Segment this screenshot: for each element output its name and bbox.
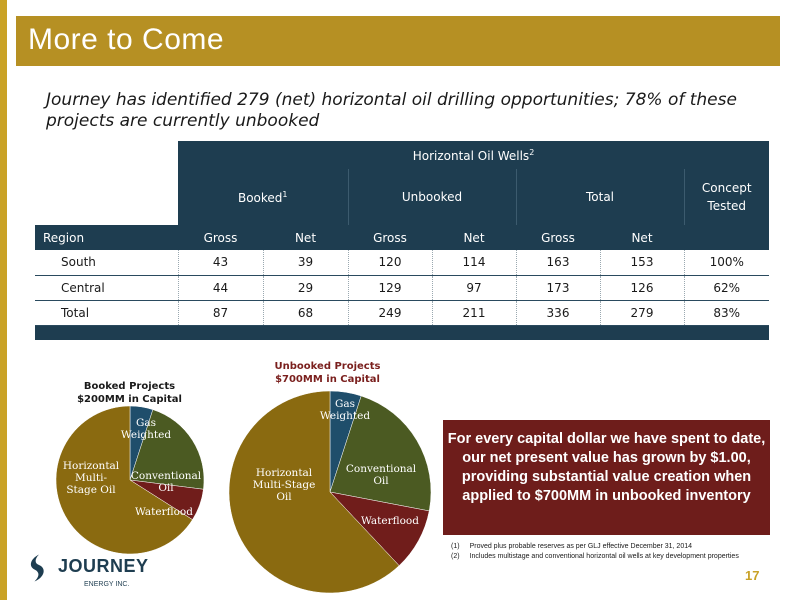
callout-box: For every capital dollar we have spent t… (443, 420, 770, 535)
value-cell: 249 (348, 300, 433, 326)
booked-gas-label: Gas Weighted (120, 417, 172, 441)
value-cell: 87 (178, 300, 264, 326)
value-cell: 114 (432, 250, 517, 276)
booked-projects-pie (55, 405, 205, 555)
footnote-item: (2) Includes multistage and conventional … (451, 553, 739, 560)
company-logo-subtext: ENERGY INC. (84, 581, 130, 588)
region-cell: Central (35, 275, 179, 301)
company-logo-text: JOURNEY (58, 556, 149, 576)
left-accent-bar (0, 0, 7, 600)
table-footer-bar (35, 325, 769, 340)
booked-waterflood-label: Waterflood (135, 506, 193, 518)
value-cell: 211 (432, 300, 517, 326)
booked-horizontal-slice (55, 405, 193, 555)
concept-tested-header: Concept Tested (684, 169, 769, 225)
group-header: Horizontal Oil Wells2 (178, 141, 769, 169)
region-cell: Total (35, 300, 179, 326)
page-title: More to Come (28, 23, 225, 56)
unbooked-waterflood-label: Waterflood (361, 515, 419, 527)
value-cell: 83% (684, 300, 769, 326)
value-cell: 279 (600, 300, 685, 326)
table-row: Total 87 68 249 211 336 279 83% (35, 300, 769, 326)
booked-conventional-label: Conventional Oil (130, 470, 202, 494)
booked-header: Booked1 (178, 169, 349, 225)
unbooked-gas-label: Gas Weighted (319, 398, 371, 422)
value-cell: 39 (263, 250, 349, 276)
value-cell: 43 (178, 250, 264, 276)
value-cell: 153 (600, 250, 685, 276)
value-cell: 173 (516, 275, 601, 301)
column-header: Gross (516, 225, 600, 250)
value-cell: 62% (684, 275, 769, 301)
column-header: Gross (348, 225, 432, 250)
column-header: Net (600, 225, 684, 250)
page-number: 17 (745, 568, 760, 583)
value-cell: 129 (348, 275, 433, 301)
column-header: Net (263, 225, 348, 250)
column-header: Region (35, 225, 178, 250)
unbooked-horizontal-slice (228, 390, 400, 594)
total-header: Total (516, 169, 685, 225)
journey-swirl-icon (30, 554, 44, 582)
title-banner: More to Come (16, 16, 780, 66)
value-cell: 100% (684, 250, 769, 276)
unbooked-projects-pie (228, 390, 432, 594)
table-row: Central 44 29 129 97 173 126 62% (35, 275, 769, 301)
unbooked-horizontal-label: Horizontal Multi-Stage Oil (252, 467, 316, 503)
booked-pie-title: Booked Projects $200MM in Capital (77, 381, 182, 405)
horizontal-oil-wells-table: Horizontal Oil Wells2 Booked1 Unbooked T… (35, 141, 769, 340)
subtitle: Journey has identified 279 (net) horizon… (46, 90, 737, 131)
value-cell: 97 (432, 275, 517, 301)
footnotes: (1) Proved plus probable reserves as per … (451, 542, 739, 562)
booked-conventional-slice (129, 409, 205, 490)
region-cell: South (35, 250, 179, 276)
unbooked-pie-title: Unbooked Projects $700MM in Capital (274, 361, 381, 385)
value-cell: 44 (178, 275, 264, 301)
table-row: South 43 39 120 114 163 153 100% (35, 250, 769, 276)
booked-horizontal-label: Horizontal Multi-Stage Oil (62, 460, 120, 496)
value-cell: 29 (263, 275, 349, 301)
value-cell: 120 (348, 250, 433, 276)
column-header: Gross (178, 225, 263, 250)
value-cell: 336 (516, 300, 601, 326)
value-cell: 163 (516, 250, 601, 276)
footnote-item: (1) Proved plus probable reserves as per … (451, 543, 693, 550)
column-header: Net (432, 225, 516, 250)
value-cell: 126 (600, 275, 685, 301)
unbooked-conventional-label: Conventional Oil (345, 463, 417, 487)
unbooked-header: Unbooked (348, 169, 517, 225)
unbooked-conventional-slice (329, 395, 432, 512)
value-cell: 68 (263, 300, 349, 326)
